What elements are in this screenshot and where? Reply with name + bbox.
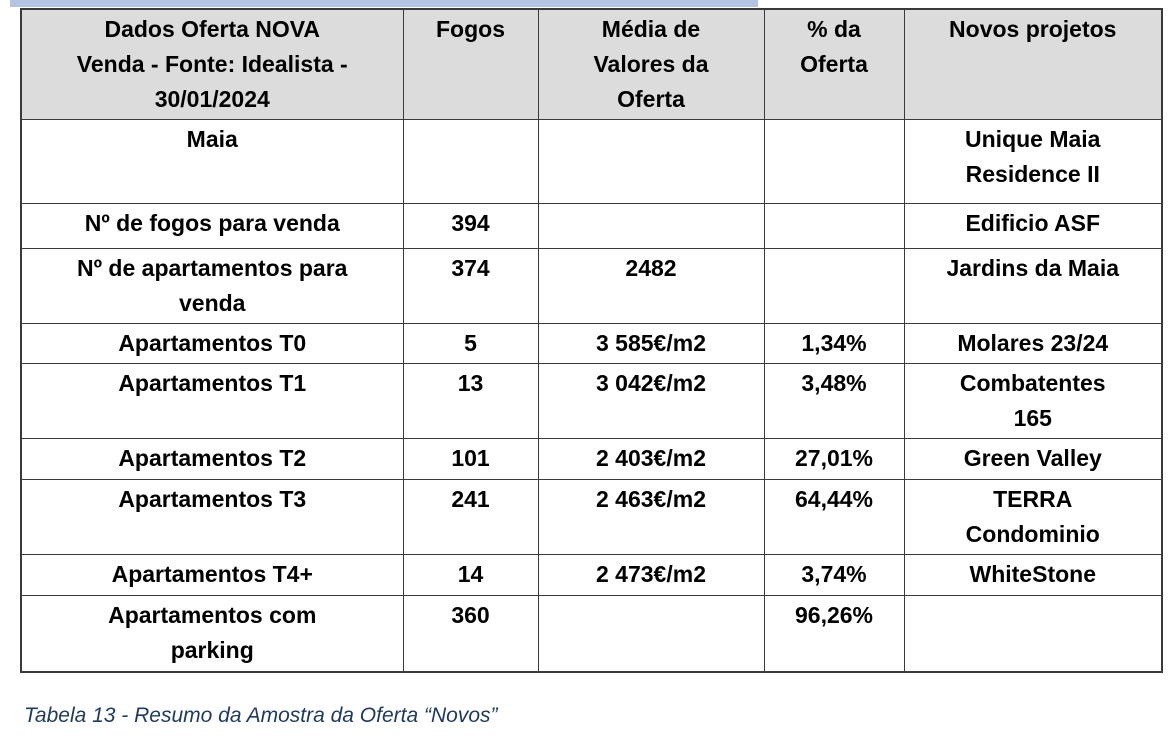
cell-label: Nº de apartamentos para venda	[20, 248, 404, 324]
cell-pct	[763, 248, 905, 324]
header-cell-media: Média de Valores da Oferta	[537, 8, 765, 120]
header-cell-projetos: Novos projetos	[903, 8, 1163, 120]
table-row: Apartamentos T1 13 3 042€/m2 3,48% Combatent…	[20, 363, 1163, 439]
cell-label: Maia	[20, 119, 404, 204]
cell-projeto	[903, 595, 1163, 672]
cell-pct: 96,26%	[763, 595, 905, 672]
cell-media: 3 585€/m2	[537, 323, 765, 364]
cell-pct: 64,44%	[763, 479, 905, 555]
cell-fogos: 241	[402, 479, 539, 555]
header-cell-fogos: Fogos	[402, 8, 539, 120]
cell-label: Nº de fogos para venda	[20, 203, 404, 249]
cell-projeto: Edificio ASF	[903, 203, 1163, 249]
cell-label: Apartamentos T4+	[20, 554, 404, 596]
cell-projeto: TERRA Condominio	[903, 479, 1163, 555]
cell-pct: 3,48%	[763, 363, 905, 439]
cell-media	[537, 203, 765, 249]
table-row: Apartamentos T4+ 14 2 473€/m2 3,74% WhiteSto…	[20, 554, 1163, 596]
cell-label: Apartamentos com parking	[20, 595, 404, 672]
cell-pct: 1,34%	[763, 323, 905, 364]
table-row: Apartamentos T2 101 2 403€/m2 27,01% Green V…	[20, 438, 1163, 480]
offer-summary-table: Dados Oferta NOVA Venda - Fonte: Idealis…	[20, 8, 1163, 673]
cell-projeto: Molares 23/24	[903, 323, 1163, 364]
cell-media: 3 042€/m2	[537, 363, 765, 439]
cell-label: Apartamentos T2	[20, 438, 404, 480]
cell-pct: 3,74%	[763, 554, 905, 596]
cell-pct: 27,01%	[763, 438, 905, 480]
header-cell-pct: % da Oferta	[763, 8, 905, 120]
cell-fogos	[402, 119, 539, 204]
partial-highlight-strip	[10, 0, 758, 7]
table-row: Nº de fogos para venda 394 Edificio ASF	[20, 203, 1163, 249]
cell-pct	[763, 119, 905, 204]
cell-fogos: 14	[402, 554, 539, 596]
table-row: Apartamentos com parking 360 96,26%	[20, 595, 1163, 672]
cell-fogos: 360	[402, 595, 539, 672]
table-header: Dados Oferta NOVA Venda - Fonte: Idealis…	[20, 8, 1163, 120]
cell-label: Apartamentos T0	[20, 323, 404, 364]
cell-projeto: Jardins da Maia	[903, 248, 1163, 324]
cell-label: Apartamentos T1	[20, 363, 404, 439]
table-caption: Tabela 13 - Resumo da Amostra da Oferta …	[24, 704, 498, 727]
cell-label: Apartamentos T3	[20, 479, 404, 555]
header-cell-dados: Dados Oferta NOVA Venda - Fonte: Idealis…	[20, 8, 404, 120]
cell-projeto: Combatentes 165	[903, 363, 1163, 439]
table-row: Apartamentos T0 5 3 585€/m2 1,34% Molares 23…	[20, 323, 1163, 364]
cell-fogos: 101	[402, 438, 539, 480]
cell-fogos: 5	[402, 323, 539, 364]
cell-media: 2 473€/m2	[537, 554, 765, 596]
cell-pct	[763, 203, 905, 249]
cell-projeto: WhiteStone	[903, 554, 1163, 596]
cell-projeto: Green Valley	[903, 438, 1163, 480]
cell-fogos: 13	[402, 363, 539, 439]
table-row: Maia Unique Maia Residence II	[20, 119, 1163, 204]
table-row: Apartamentos T3 241 2 463€/m2 64,44% TERRA C…	[20, 479, 1163, 555]
table-body: Maia Unique Maia Residence II Nº de fogos …	[20, 119, 1163, 672]
cell-media: 2482	[537, 248, 765, 324]
cell-projeto: Unique Maia Residence II	[903, 119, 1163, 204]
cell-media	[537, 119, 765, 204]
cell-media: 2 403€/m2	[537, 438, 765, 480]
cell-fogos: 394	[402, 203, 539, 249]
cell-media	[537, 595, 765, 672]
cell-media: 2 463€/m2	[537, 479, 765, 555]
header-row: Dados Oferta NOVA Venda - Fonte: Idealis…	[20, 8, 1163, 120]
table-row: Nº de apartamentos para venda 374 2482 Jard…	[20, 248, 1163, 324]
cell-fogos: 374	[402, 248, 539, 324]
